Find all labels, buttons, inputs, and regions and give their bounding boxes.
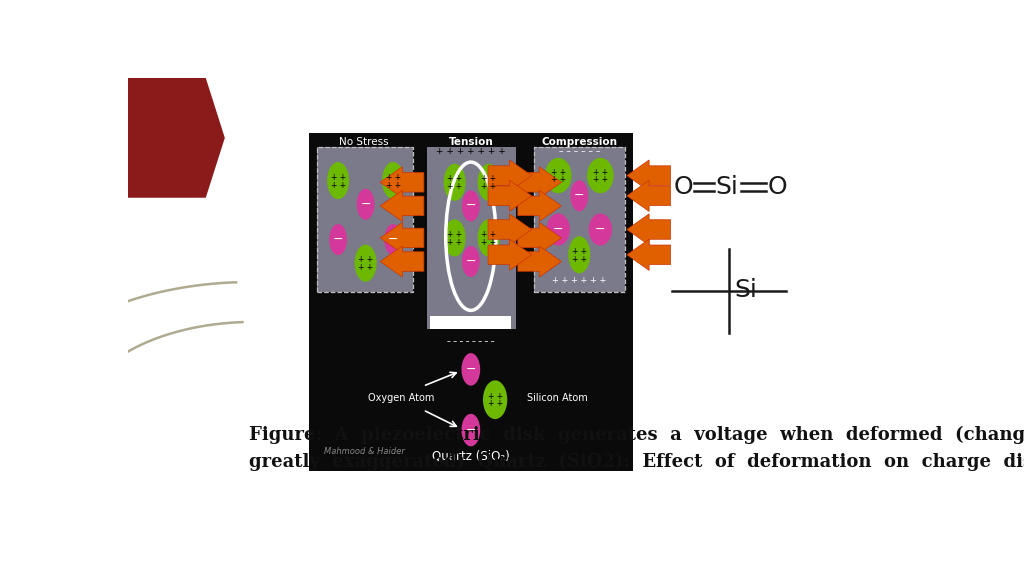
Text: – – – – – – – –: – – – – – – – – <box>447 337 495 346</box>
Polygon shape <box>627 239 671 270</box>
Polygon shape <box>488 214 531 245</box>
Text: + +: + + <box>386 180 400 190</box>
Polygon shape <box>518 246 561 277</box>
Text: Si: Si <box>716 175 738 199</box>
Ellipse shape <box>443 164 466 201</box>
Text: + +: + + <box>487 399 503 408</box>
Ellipse shape <box>587 158 613 194</box>
Polygon shape <box>380 166 424 198</box>
Ellipse shape <box>354 245 377 282</box>
Text: Silicon Atom: Silicon Atom <box>527 393 588 403</box>
FancyBboxPatch shape <box>128 69 922 513</box>
Text: Oxygen Atom: Oxygen Atom <box>368 393 434 403</box>
Text: −: − <box>360 198 371 211</box>
Ellipse shape <box>570 180 588 211</box>
Text: + +: + + <box>481 230 497 239</box>
Ellipse shape <box>477 219 500 256</box>
Polygon shape <box>518 166 561 198</box>
Text: + +: + + <box>481 175 497 183</box>
Ellipse shape <box>462 246 479 277</box>
Ellipse shape <box>443 219 466 256</box>
Text: + +: + + <box>593 176 608 184</box>
FancyBboxPatch shape <box>430 316 511 329</box>
Text: + +: + + <box>358 263 373 272</box>
Text: + +: + + <box>571 255 587 264</box>
Text: −: − <box>466 363 476 376</box>
Text: + +: + + <box>447 182 462 191</box>
Polygon shape <box>380 190 424 222</box>
Text: −: − <box>333 233 343 246</box>
Text: + +: + + <box>331 180 346 190</box>
Ellipse shape <box>462 191 479 221</box>
Text: −: − <box>574 190 585 202</box>
Polygon shape <box>518 190 561 222</box>
Text: + +: + + <box>551 168 566 176</box>
FancyBboxPatch shape <box>309 134 633 471</box>
Ellipse shape <box>483 380 507 419</box>
Ellipse shape <box>462 414 480 446</box>
Text: Quartz (SiO₂): Quartz (SiO₂) <box>432 450 510 463</box>
Polygon shape <box>518 222 561 253</box>
Text: Figure:  A  piezoelectric  disk  generates  a  voltage  when  deformed  (change : Figure: A piezoelectric disk generates a… <box>249 426 1024 444</box>
Ellipse shape <box>327 162 349 199</box>
Ellipse shape <box>382 162 404 199</box>
Polygon shape <box>488 180 531 211</box>
Ellipse shape <box>356 189 375 219</box>
Polygon shape <box>488 239 531 270</box>
Ellipse shape <box>547 214 570 245</box>
Text: −: − <box>466 423 476 437</box>
Text: + +: + + <box>551 176 566 184</box>
Text: + +: + + <box>358 255 373 264</box>
Ellipse shape <box>384 224 402 255</box>
Polygon shape <box>627 214 671 245</box>
Text: + +: + + <box>571 247 587 256</box>
Text: + +: + + <box>447 230 462 239</box>
Polygon shape <box>380 222 424 253</box>
Text: Tension: Tension <box>449 137 494 147</box>
Text: −: − <box>466 255 476 268</box>
Text: + + + + + + +: + + + + + + + <box>436 147 506 157</box>
Text: + +: + + <box>487 392 503 401</box>
Text: Si: Si <box>734 278 757 302</box>
Text: O: O <box>767 175 787 199</box>
Polygon shape <box>488 160 531 191</box>
Text: greatly  exaggerated)  Quartz  (SiO2):  Effect  of  deformation  on  charge  dis: greatly exaggerated) Quartz (SiO2): Effe… <box>249 453 1024 471</box>
Text: + +: + + <box>447 175 462 183</box>
Text: + +: + + <box>593 168 608 176</box>
Text: −: − <box>595 223 605 236</box>
Text: – – – – – –: – – – – – – <box>559 147 600 157</box>
Polygon shape <box>627 180 671 211</box>
Text: + +: + + <box>481 182 497 191</box>
Text: No Stress: No Stress <box>339 137 389 147</box>
Text: + +: + + <box>447 238 462 247</box>
FancyBboxPatch shape <box>317 147 413 292</box>
Ellipse shape <box>568 236 590 274</box>
Text: Compression: Compression <box>542 137 617 147</box>
Ellipse shape <box>329 224 347 255</box>
Text: + +: + + <box>386 173 400 181</box>
Polygon shape <box>128 78 225 198</box>
Ellipse shape <box>545 158 571 194</box>
Text: + + + + + +: + + + + + + <box>552 275 606 285</box>
Text: Mahmood & Haider: Mahmood & Haider <box>324 448 404 456</box>
Text: −: − <box>553 223 563 236</box>
Ellipse shape <box>477 164 500 201</box>
Text: O: O <box>674 175 693 199</box>
FancyBboxPatch shape <box>534 147 625 292</box>
Ellipse shape <box>589 214 612 245</box>
Polygon shape <box>627 160 671 191</box>
Polygon shape <box>380 246 424 277</box>
FancyBboxPatch shape <box>427 147 516 329</box>
Text: + +: + + <box>481 238 497 247</box>
Text: + +: + + <box>331 173 346 181</box>
Text: −: − <box>466 199 476 213</box>
Text: −: − <box>388 233 398 246</box>
Ellipse shape <box>462 353 480 386</box>
